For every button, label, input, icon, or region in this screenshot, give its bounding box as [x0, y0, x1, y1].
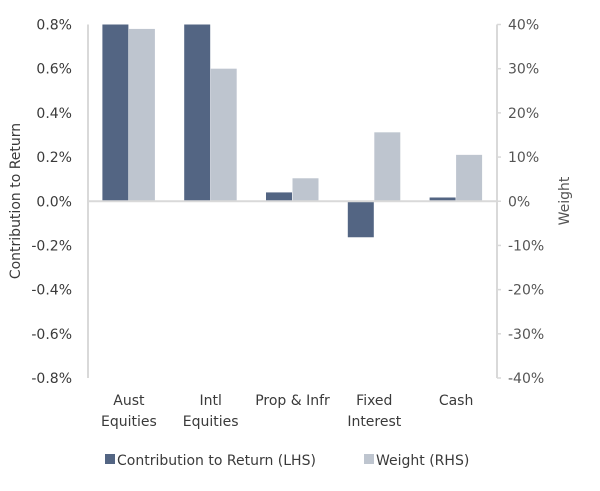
right-tick-label: -20%: [508, 283, 544, 299]
category-label: Cash: [439, 393, 474, 409]
right-tick-label: -10%: [508, 238, 544, 254]
bar-weight: [128, 28, 155, 202]
category-label: Aust: [113, 393, 145, 409]
legend-swatch: [364, 454, 374, 464]
left-tick-label: -0.4%: [31, 283, 72, 299]
right-tick-label: 10%: [508, 150, 539, 166]
right-axis-title: Weight: [557, 176, 573, 225]
bar-weight: [374, 132, 401, 202]
left-axis-title: Contribution to Return: [8, 123, 24, 279]
right-tick-label: -30%: [508, 327, 544, 343]
left-tick-label: -0.6%: [31, 327, 72, 343]
right-tick-label: -40%: [508, 371, 544, 387]
bar-contribution: [429, 197, 456, 202]
left-tick-label: -0.8%: [31, 371, 72, 387]
bar-contribution: [347, 201, 374, 238]
category-label: Intl: [200, 393, 222, 409]
right-tick-label: 30%: [508, 62, 539, 78]
category-label: Equities: [101, 414, 157, 430]
right-tick-label: 0%: [508, 194, 530, 210]
left-tick-label: -0.2%: [31, 238, 72, 254]
bar-contribution: [102, 24, 129, 202]
legend-swatch: [105, 454, 115, 464]
left-tick-label: 0.4%: [36, 106, 72, 122]
legend-label: Contribution to Return (LHS): [117, 453, 316, 469]
category-label: Interest: [347, 414, 401, 430]
legend-label: Weight (RHS): [376, 453, 469, 469]
right-tick-label: 20%: [508, 106, 539, 122]
right-tick-label: 40%: [508, 18, 539, 34]
left-tick-label: 0.6%: [36, 62, 72, 78]
bar-weight: [210, 68, 237, 202]
bar-contribution: [266, 192, 292, 202]
bar-weight: [456, 154, 483, 202]
left-tick-label: 0.0%: [36, 194, 72, 210]
bar-contribution: [184, 24, 211, 202]
category-label: Fixed: [356, 393, 392, 409]
category-label: Equities: [183, 414, 239, 430]
left-tick-label: 0.2%: [36, 150, 72, 166]
bar-weight: [292, 178, 319, 202]
left-tick-label: 0.8%: [36, 18, 72, 34]
category-label: Prop & Infr: [255, 393, 330, 409]
